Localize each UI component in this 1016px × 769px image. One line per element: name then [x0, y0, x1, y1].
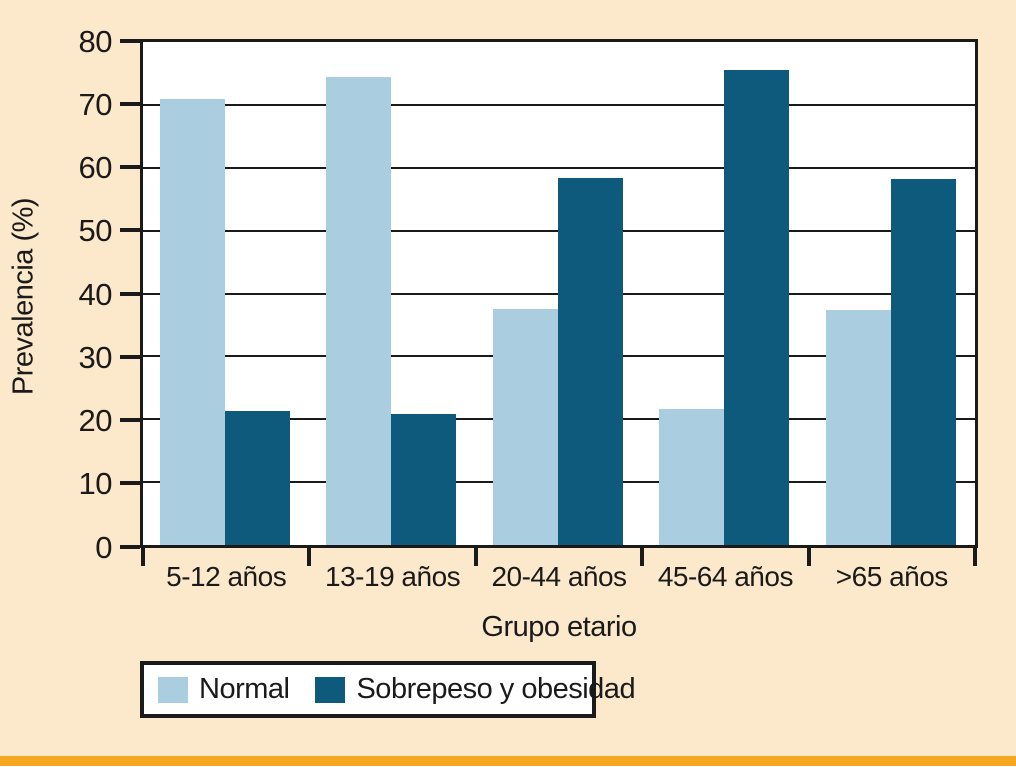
x-tick-1: [307, 548, 312, 566]
x-tick-4: [806, 548, 811, 566]
bottom-accent-bar: [0, 756, 1016, 766]
y-tick-40: [120, 291, 140, 296]
legend-item-1: Normal: [158, 673, 290, 706]
y-tick-label-10: 10: [78, 466, 113, 502]
y-tick-label-20: 20: [78, 403, 113, 438]
y-tick-80: [120, 38, 140, 43]
y-tick-10: [120, 481, 140, 486]
y-tick-50: [120, 228, 140, 233]
gridline-70: [143, 103, 975, 106]
legend-box: Normal Sobrepeso y obesidad: [140, 661, 636, 718]
y-tick-label-40: 40: [78, 276, 113, 312]
bar-sobrepeso-y-obesidad-3: [557, 178, 623, 545]
x-category-label-4: 45-64 años: [657, 561, 794, 592]
legend-swatch-1: [158, 676, 188, 703]
bar-normal-5: [825, 309, 891, 545]
x-category-label-1: 5-12 años: [166, 561, 287, 592]
legend-label-1: Normal: [199, 673, 290, 705]
y-tick-label-30: 30: [78, 339, 113, 375]
y-tick-70: [120, 101, 140, 106]
x-tick-0: [141, 548, 145, 566]
x-tick-3: [640, 548, 645, 566]
y-tick-label-0: 0: [95, 529, 112, 565]
y-tick-label-80: 80: [78, 23, 113, 59]
legend-label-2: Sobrepeso y obesidad: [356, 673, 636, 705]
bar-sobrepeso-y-obesidad-2: [391, 413, 457, 545]
bar-normal-2: [326, 77, 392, 545]
x-tick-2: [473, 548, 478, 566]
legend-swatch-2: [315, 676, 346, 703]
bar-sobrepeso-y-obesidad-5: [890, 179, 956, 545]
x-axis-title: Grupo etario: [481, 611, 637, 643]
y-tick-20: [120, 418, 140, 422]
x-category-label-2: 13-19 años: [325, 561, 461, 592]
y-tick-30: [120, 354, 140, 359]
gridline-60: [143, 166, 975, 169]
y-tick-label-70: 70: [78, 86, 113, 122]
y-tick-label-50: 50: [78, 213, 113, 249]
bar-sobrepeso-y-obesidad-4: [724, 70, 790, 545]
y-tick-label-60: 60: [78, 150, 113, 185]
bar-normal-4: [659, 408, 725, 545]
bar-normal-1: [160, 98, 225, 545]
x-category-label-3: 20-44 años: [491, 561, 627, 592]
x-category-label-5: >65 años: [835, 561, 949, 592]
x-tick-5: [973, 548, 977, 566]
bar-sobrepeso-y-obesidad-1: [225, 411, 290, 545]
y-tick-0: [120, 544, 140, 549]
plot-area: [140, 39, 978, 548]
legend-item-2: Sobrepeso y obesidad: [315, 673, 636, 706]
bottom-edge: [0, 766, 1016, 769]
bar-normal-3: [492, 308, 558, 545]
y-tick-60: [120, 165, 140, 169]
